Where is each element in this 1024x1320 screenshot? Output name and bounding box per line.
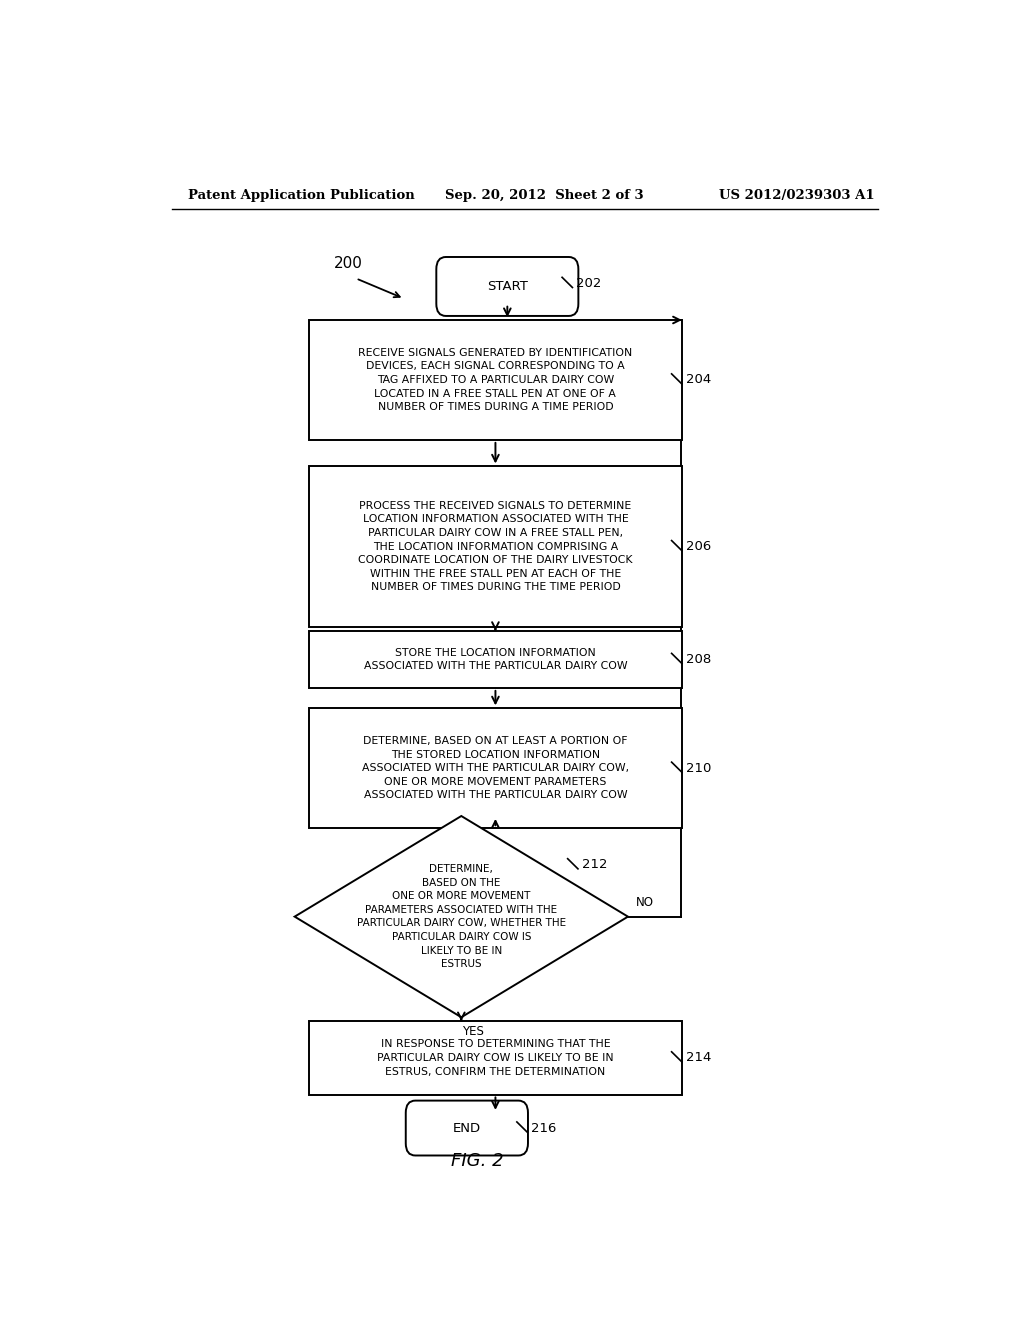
Text: NO: NO	[636, 895, 654, 908]
Text: YES: YES	[462, 1026, 484, 1039]
FancyBboxPatch shape	[406, 1101, 528, 1155]
Text: END: END	[453, 1122, 481, 1135]
Text: STORE THE LOCATION INFORMATION
ASSOCIATED WITH THE PARTICULAR DAIRY COW: STORE THE LOCATION INFORMATION ASSOCIATE…	[364, 648, 628, 672]
Text: 208: 208	[686, 653, 711, 667]
Text: 200: 200	[334, 256, 364, 271]
Text: IN RESPONSE TO DETERMINING THAT THE
PARTICULAR DAIRY COW IS LIKELY TO BE IN
ESTR: IN RESPONSE TO DETERMINING THAT THE PART…	[377, 1039, 613, 1077]
Text: START: START	[486, 280, 527, 293]
Bar	[309, 709, 682, 828]
Text: RECEIVE SIGNALS GENERATED BY IDENTIFICATION
DEVICES, EACH SIGNAL CORRESPONDING T: RECEIVE SIGNALS GENERATED BY IDENTIFICAT…	[358, 347, 633, 412]
Text: 216: 216	[531, 1122, 556, 1135]
Bar	[309, 631, 682, 688]
Text: DETERMINE, BASED ON AT LEAST A PORTION OF
THE STORED LOCATION INFORMATION
ASSOCI: DETERMINE, BASED ON AT LEAST A PORTION O…	[361, 737, 629, 800]
Text: 212: 212	[582, 858, 607, 871]
Text: Patent Application Publication: Patent Application Publication	[187, 189, 415, 202]
Text: 202: 202	[577, 277, 602, 290]
Text: 210: 210	[686, 762, 712, 775]
Bar	[309, 1022, 682, 1094]
Text: US 2012/0239303 A1: US 2012/0239303 A1	[719, 189, 874, 202]
Text: PROCESS THE RECEIVED SIGNALS TO DETERMINE
LOCATION INFORMATION ASSOCIATED WITH T: PROCESS THE RECEIVED SIGNALS TO DETERMIN…	[358, 500, 633, 593]
Bar	[309, 466, 682, 627]
Text: Sep. 20, 2012  Sheet 2 of 3: Sep. 20, 2012 Sheet 2 of 3	[445, 189, 644, 202]
Text: 206: 206	[686, 540, 711, 553]
Text: 214: 214	[686, 1052, 712, 1064]
Text: FIG. 2: FIG. 2	[451, 1151, 504, 1170]
Bar	[309, 319, 682, 440]
FancyBboxPatch shape	[436, 257, 579, 315]
Polygon shape	[295, 816, 628, 1018]
Text: 204: 204	[686, 374, 711, 387]
Text: DETERMINE,
BASED ON THE
ONE OR MORE MOVEMENT
PARAMETERS ASSOCIATED WITH THE
PART: DETERMINE, BASED ON THE ONE OR MORE MOVE…	[356, 865, 566, 969]
